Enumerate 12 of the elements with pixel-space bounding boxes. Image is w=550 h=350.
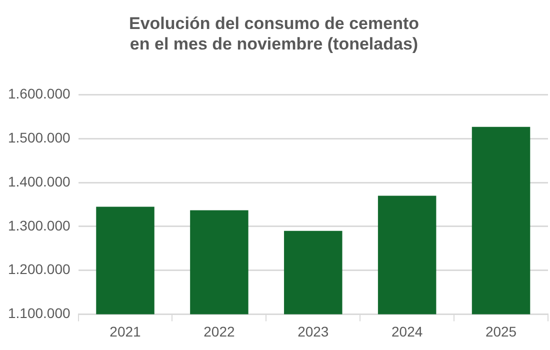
x-tick-label: 2023 <box>298 323 329 340</box>
x-tick-label: 2025 <box>485 323 517 340</box>
chart-title: Evolución del consumo de cemento en el mes de noviembre (toneladas) <box>129 14 419 54</box>
x-tick-label: 2024 <box>392 323 423 340</box>
y-tick-label: 1.200.000 <box>8 261 70 278</box>
y-tick-label: 1.600.000 <box>8 86 70 102</box>
y-tick-label: 1.500.000 <box>8 130 70 146</box>
y-tick-label: 1.400.000 <box>8 173 70 190</box>
y-tick-label: 1.100.000 <box>8 305 70 322</box>
x-tick-label: 2022 <box>204 323 235 340</box>
y-tick-label: 1.300.000 <box>8 217 70 234</box>
x-tick-label: 2021 <box>110 323 142 340</box>
